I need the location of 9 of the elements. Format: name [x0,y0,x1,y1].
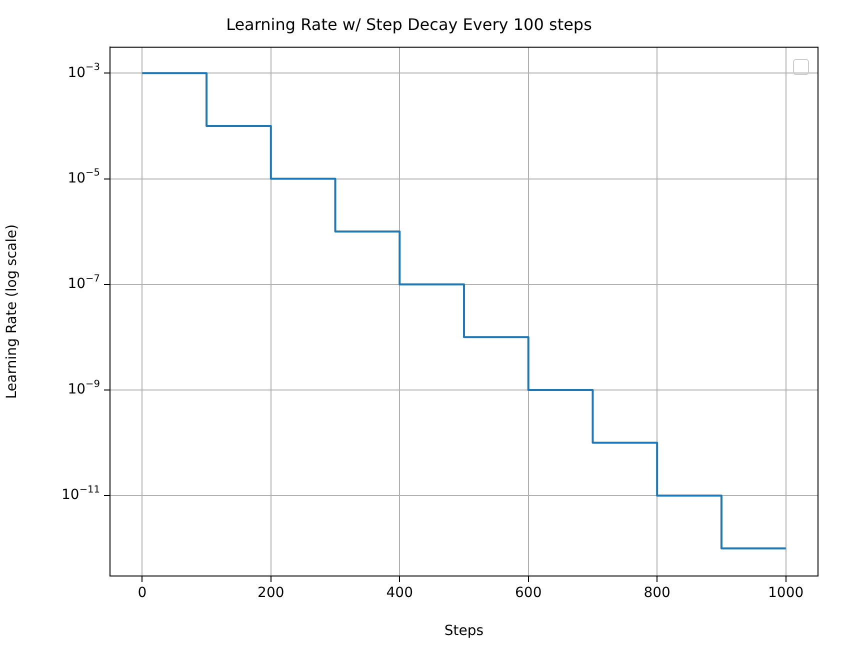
y-axis-title: Learning Rate (log scale) [4,224,20,399]
chart-title: Learning Rate w/ Step Decay Every 100 steps [226,14,592,34]
x-axis-title: Steps [444,623,484,640]
x-tick-label: 1000 [768,585,804,602]
x-tick-label: 800 [644,585,670,602]
x-tick-label: 200 [258,585,284,602]
x-tick-label: 400 [386,585,414,602]
x-tick-label: 0 [138,585,147,602]
x-tick-label: 600 [514,585,542,602]
